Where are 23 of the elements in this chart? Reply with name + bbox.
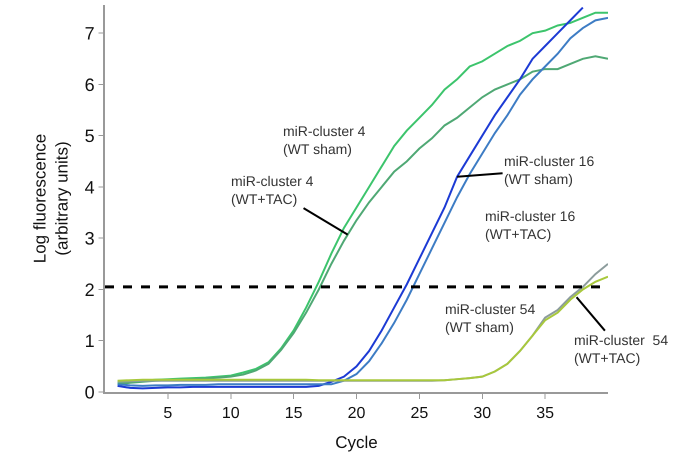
y-tick-label: 4 [84,177,95,198]
x-tick-label: 35 [536,404,554,422]
x-tick-label: 20 [348,404,366,422]
y-tick-label: 5 [84,126,95,146]
x-axis-title: Cycle [335,432,378,452]
y-tick-label: 3 [84,228,95,249]
x-tick-label: 25 [410,404,428,422]
annotation: miR-cluster 16 (WT+TAC) [485,208,576,242]
x-tick-label: 10 [222,404,240,422]
x-tick-label: 5 [163,404,172,422]
y-tick-label: 2 [84,280,95,300]
y-tick-label: 1 [84,331,95,352]
annotation: miR-cluster 54 (WT sham) [445,301,536,336]
x-tick-label: 30 [473,404,492,422]
annotation: miR-cluster 4 (WT+TAC) [231,173,314,208]
annotation: miR-cluster 16 (WT sham) [504,153,594,188]
annotation: miR-cluster 54 (WT+TAC) [574,332,668,366]
y-tick-label: 7 [84,23,95,44]
y-axis-title: Log fluorescence (arbitrary units) [30,134,72,264]
y-tick-label: 0 [84,382,95,402]
x-tick-label: 15 [284,404,303,422]
annotation: miR-cluster 4 (WT sham) [283,123,366,158]
y-tick-label: 6 [84,74,95,95]
